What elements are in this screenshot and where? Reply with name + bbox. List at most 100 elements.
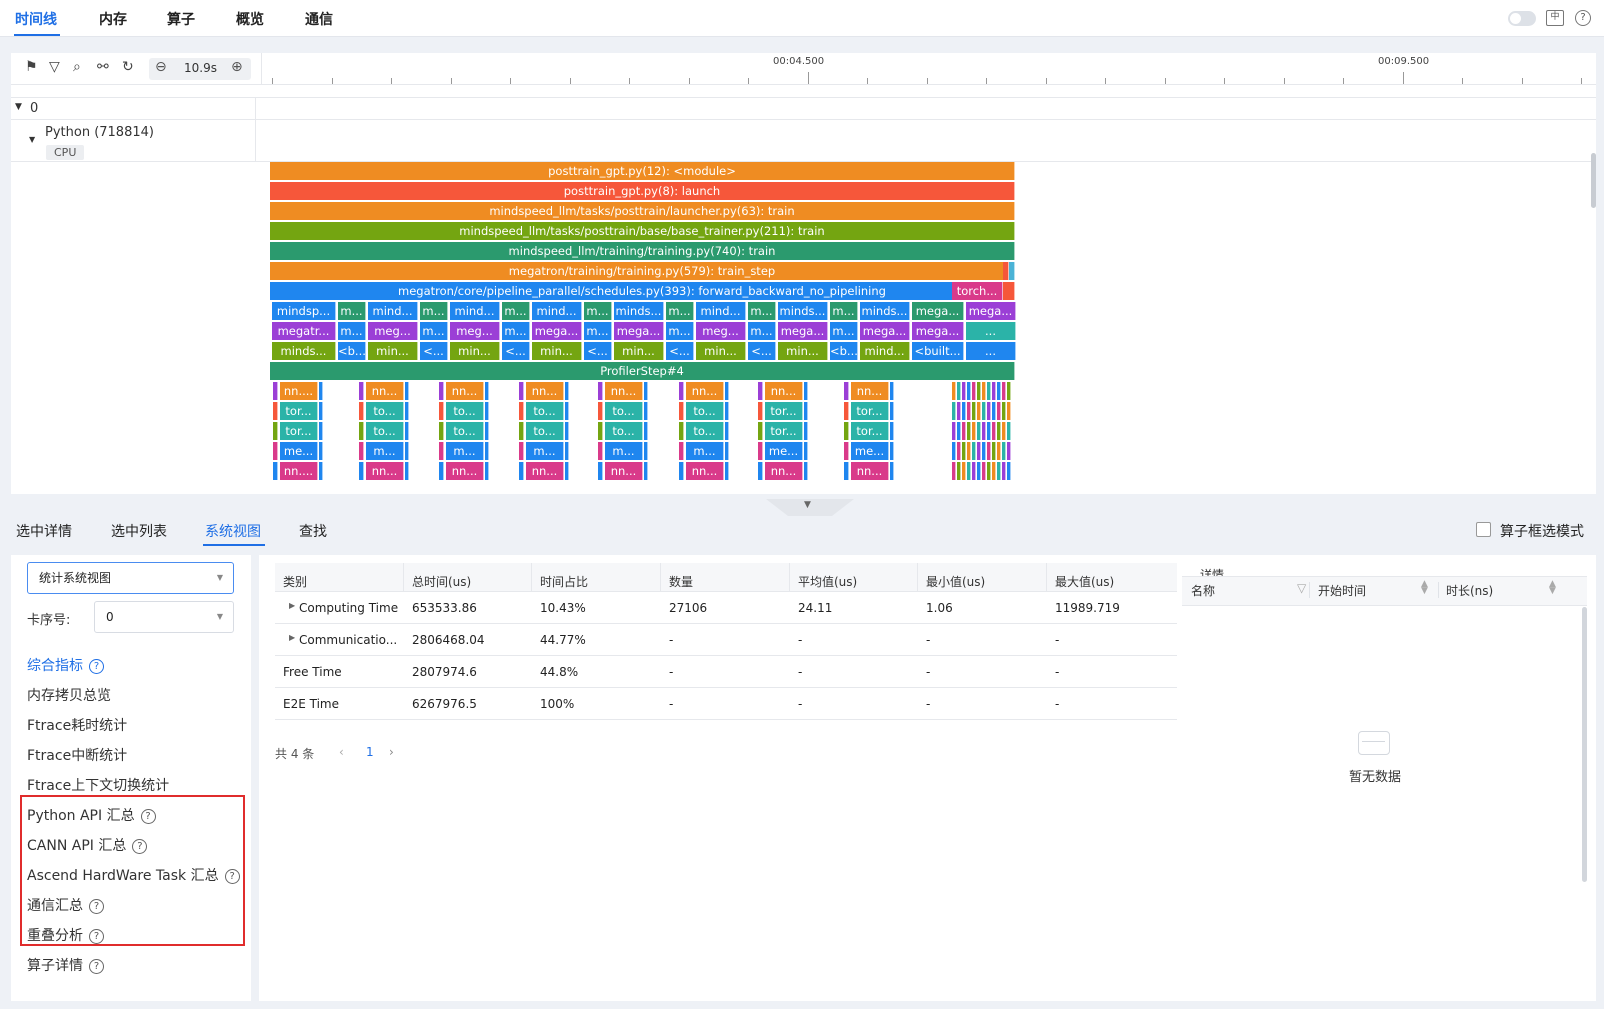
flame-bar[interactable] xyxy=(890,442,894,460)
flame-frame[interactable]: minds... xyxy=(778,302,828,320)
flame-frame[interactable]: meg... xyxy=(368,322,418,340)
flame-bar[interactable] xyxy=(987,442,991,460)
card-select[interactable]: 0 ▼ xyxy=(94,601,234,633)
help-icon[interactable]: ? xyxy=(89,959,104,974)
nav-hardware-task-summary[interactable]: Ascend HardWare Task 汇总? xyxy=(27,865,240,885)
flame-frame[interactable]: nn... xyxy=(446,382,484,400)
link-icon[interactable]: ⚯ xyxy=(97,59,109,75)
flame-frame[interactable]: mind... xyxy=(860,342,910,360)
flame-frame[interactable]: nn... xyxy=(366,382,404,400)
flame-frame[interactable]: mind... xyxy=(368,302,418,320)
flame-bar[interactable] xyxy=(844,402,849,420)
flame-bar[interactable] xyxy=(1003,262,1009,280)
flame-frame[interactable]: m... xyxy=(748,322,776,340)
flame-bar[interactable] xyxy=(992,442,996,460)
flame-bar[interactable] xyxy=(1002,382,1006,400)
flame-bar[interactable] xyxy=(972,462,976,480)
flame-bar[interactable] xyxy=(982,442,986,460)
prev-page-icon[interactable]: ‹ xyxy=(339,745,344,759)
flame-bar[interactable] xyxy=(679,442,684,460)
flame-bar[interactable] xyxy=(977,402,981,420)
flame-frame[interactable]: m... xyxy=(605,442,643,460)
flame-frame[interactable]: minds... xyxy=(860,302,910,320)
help-icon[interactable]: ? xyxy=(224,869,240,884)
flame-bar[interactable] xyxy=(319,402,323,420)
flame-bar[interactable] xyxy=(359,382,364,400)
flame-frame[interactable]: min... xyxy=(532,342,582,360)
flame-frame[interactable]: m... xyxy=(502,322,530,340)
flame-bar[interactable] xyxy=(804,382,808,400)
flame-bar[interactable] xyxy=(319,382,323,400)
help-icon[interactable]: ? xyxy=(89,929,104,944)
help-icon[interactable]: ? xyxy=(132,839,148,854)
flame-bar[interactable] xyxy=(598,422,603,440)
flame-bar[interactable] xyxy=(982,402,986,420)
flame-bar[interactable] xyxy=(679,382,684,400)
flame-frame[interactable]: ... xyxy=(966,322,1016,340)
flame-bar[interactable] xyxy=(1003,282,1015,300)
flame-bar[interactable] xyxy=(405,422,409,440)
flame-bar[interactable] xyxy=(439,382,444,400)
flame-frame[interactable]: posttrain_gpt.py(8): launch xyxy=(270,182,1015,200)
flame-bar[interactable] xyxy=(952,462,956,480)
flame-frame[interactable]: posttrain_gpt.py(12): <module> xyxy=(270,162,1015,180)
nav-ftrace-context-switch[interactable]: Ftrace上下文切换统计 xyxy=(27,775,169,795)
flame-bar[interactable] xyxy=(967,382,971,400)
flame-bar[interactable] xyxy=(844,442,849,460)
flame-bar[interactable] xyxy=(1002,442,1006,460)
flame-bar[interactable] xyxy=(992,382,996,400)
flame-frame[interactable]: me... xyxy=(851,442,889,460)
panel-resize-handle[interactable]: ▼ xyxy=(766,499,854,516)
flame-bar[interactable] xyxy=(844,422,849,440)
flame-bar[interactable] xyxy=(758,382,763,400)
nav-summary-metrics[interactable]: 综合指标? xyxy=(27,655,104,675)
flame-bar[interactable] xyxy=(962,442,966,460)
flame-frame[interactable]: m... xyxy=(666,322,694,340)
flame-bar[interactable] xyxy=(992,462,996,480)
nav-ftrace-interrupt[interactable]: Ftrace中断统计 xyxy=(27,745,127,765)
reset-icon[interactable]: ↻ xyxy=(122,59,134,75)
flame-bar[interactable] xyxy=(967,422,971,440)
help-icon[interactable]: ? xyxy=(1575,10,1591,26)
filter-icon[interactable]: ▽ xyxy=(49,59,60,75)
flame-frame[interactable]: mega... xyxy=(778,322,828,340)
expand-icon[interactable]: ▶ xyxy=(289,633,296,642)
flame-frame[interactable]: to... xyxy=(366,402,404,420)
flame-bar[interactable] xyxy=(319,462,323,480)
flame-bar[interactable] xyxy=(952,422,956,440)
flame-frame[interactable]: ProfilerStep#4 xyxy=(270,362,1015,380)
flame-frame[interactable]: m... xyxy=(584,302,612,320)
flame-bar[interactable] xyxy=(967,402,971,420)
tab-search[interactable]: 查找 xyxy=(299,524,327,540)
flame-frame[interactable]: to... xyxy=(605,402,643,420)
nav-overlap-analysis[interactable]: 重叠分析? xyxy=(27,925,104,945)
flame-frame[interactable]: m... xyxy=(686,442,724,460)
flame-frame[interactable]: tor... xyxy=(280,402,318,420)
help-icon[interactable]: ? xyxy=(89,899,104,914)
flame-bar[interactable] xyxy=(844,382,849,400)
flame-bar[interactable] xyxy=(804,462,808,480)
flame-bar[interactable] xyxy=(982,462,986,480)
search-icon[interactable]: ⌕ xyxy=(73,59,81,75)
flame-bar[interactable] xyxy=(972,402,976,420)
collapse-icon[interactable]: ▼ xyxy=(15,102,22,112)
flame-bar[interactable] xyxy=(405,442,409,460)
flame-frame[interactable]: m... xyxy=(748,302,776,320)
flame-bar[interactable] xyxy=(439,442,444,460)
flame-bar[interactable] xyxy=(485,422,489,440)
flame-frame[interactable]: <... xyxy=(420,342,448,360)
flame-bar[interactable] xyxy=(405,462,409,480)
flame-frame[interactable]: tor... xyxy=(765,422,803,440)
flame-frame[interactable]: me... xyxy=(280,442,318,460)
flame-frame[interactable]: nn.... xyxy=(280,382,318,400)
flame-frame[interactable]: m... xyxy=(666,302,694,320)
flame-frame[interactable]: mega... xyxy=(966,302,1016,320)
flame-bar[interactable] xyxy=(359,422,364,440)
flame-bar[interactable] xyxy=(758,462,763,480)
flame-frame[interactable]: m... xyxy=(830,322,858,340)
flame-frame[interactable]: m... xyxy=(526,442,564,460)
table-row[interactable]: ▶ Communicatio... 2806468.04 44.77% - - … xyxy=(275,624,1177,655)
flame-bar[interactable] xyxy=(725,442,729,460)
flame-frame[interactable]: megatr... xyxy=(272,322,336,340)
flame-frame[interactable]: to... xyxy=(686,402,724,420)
